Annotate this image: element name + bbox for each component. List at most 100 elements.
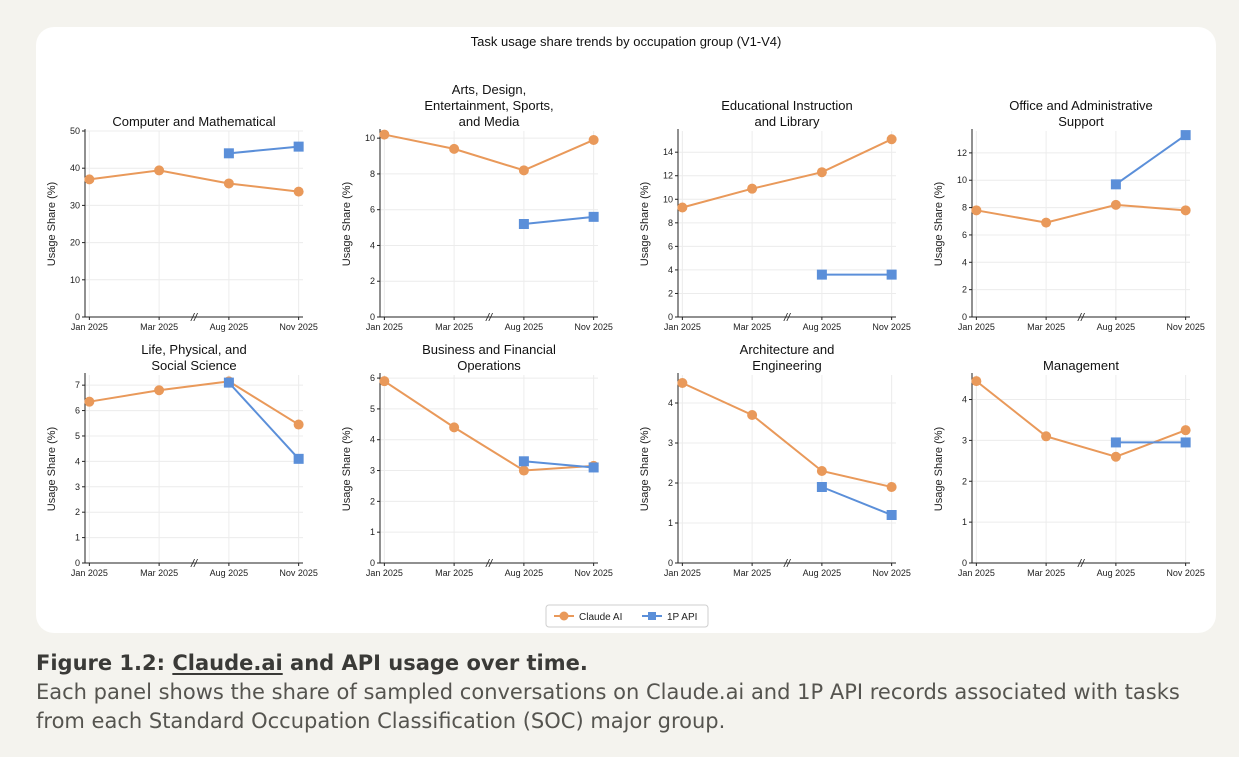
claude-ai-point [1041,217,1052,228]
x-tick-label: Jan 2025 [71,568,108,578]
series-line-claude-ai [681,382,892,488]
panel-6: 0 1 2 3 4 5 6 Jan 2025 Mar 2025 Aug 2025 Nov 2025 /… [341,342,613,578]
api-point [1110,437,1121,448]
y-tick-label: 0 [668,312,673,322]
claude-ai-point [84,174,95,185]
charts-canvas: Task usage share trends by occupation gr… [46,34,1205,628]
y-axis-label: Usage Share (%) [933,427,945,511]
y-tick-label: 3 [370,466,375,476]
series-line-claude-ai [682,138,893,209]
claude-ai-point [518,165,529,176]
y-axis-label: Usage Share (%) [341,427,353,511]
y-axis-label: Usage Share (%) [46,427,58,511]
api-point [518,456,529,467]
api-point [1180,130,1191,141]
x-tick-label: Mar 2025 [435,322,473,332]
panel-3: 0 2 4 6 8 10 12 14 Jan 2025 Mar 2025 Aug 2025 Nov 2… [639,98,911,332]
y-tick-label: 3 [962,435,967,445]
claude-ai-point [588,134,599,145]
y-tick-label: 6 [75,406,80,416]
claude-ai-point [154,385,165,396]
panel-title: Architecture and [740,342,835,357]
x-tick-label: Mar 2025 [140,568,178,578]
y-tick-label: 4 [668,398,673,408]
api-point [1110,179,1121,190]
y-tick-label: 0 [962,312,967,322]
y-tick-label: 3 [75,482,80,492]
series-line-claude-ai [384,133,595,172]
y-tick-label: 14 [663,147,673,157]
x-tick-label: Aug 2025 [505,568,544,578]
panel-4: 0 2 4 6 8 10 12 Jan 2025 Mar 2025 Aug 2025 Nov 202… [933,98,1205,332]
panel-title: Engineering [752,358,821,373]
y-tick-label: 1 [668,518,673,528]
panel-8: 0 1 2 3 4 Jan 2025 Mar 2025 Aug 2025 Nov 2025 // U… [933,358,1205,578]
series-line-api [523,460,594,469]
panel-title: Office and Administrative [1009,98,1153,113]
y-axis-label: Usage Share (%) [639,427,651,511]
x-tick-label: Mar 2025 [435,568,473,578]
panel-5: 0 1 2 3 4 5 6 7 Jan 2025 Mar 2025 Aug 2025 Nov 2025… [46,342,318,578]
x-tick-label: Nov 2025 [872,322,911,332]
y-tick-label: 20 [70,238,80,248]
api-point [588,462,599,473]
claude-ai-point [886,482,897,492]
y-tick-label: 5 [75,431,80,441]
axis-break-marker: // [190,558,198,570]
panel-1: 0 10 20 30 40 50 Jan 2025 Mar 2025 Aug 2025 Nov 2… [46,114,318,332]
caption-suffix: and API usage over time. [282,651,588,675]
series-line-api [228,145,299,155]
claude-ai-point [747,410,758,420]
series-line-claude-ai [89,169,299,193]
y-tick-label: 0 [75,558,80,568]
api-point [518,219,529,229]
x-tick-label: Mar 2025 [1027,322,1065,332]
y-tick-label: 4 [75,456,80,466]
claude-ai-point [1180,425,1191,436]
claude-ai-point [816,167,827,178]
panel-title: Life, Physical, and [141,342,247,357]
x-tick-label: Nov 2025 [279,322,318,332]
y-tick-label: 1 [962,517,967,527]
claude-ai-point [293,186,304,197]
api-point [223,377,234,388]
y-tick-label: 6 [962,230,967,240]
y-tick-label: 0 [370,558,375,568]
claude-ai-point [518,465,529,476]
x-tick-label: Jan 2025 [71,322,108,332]
y-tick-label: 30 [70,200,80,210]
claude-ai-point [1180,205,1191,216]
x-tick-label: Mar 2025 [1027,568,1065,578]
x-tick-label: Jan 2025 [366,568,403,578]
series-line-api [228,381,300,460]
panel-title: Computer and Mathematical [112,114,275,129]
y-tick-label: 0 [668,558,673,568]
x-tick-label: Nov 2025 [279,568,318,578]
axis-break-marker: // [190,312,198,324]
caption-link[interactable]: Claude.ai [172,651,283,675]
x-tick-label: Nov 2025 [872,568,911,578]
panel-title: Educational Instruction [721,98,853,113]
claude-ai-point [747,183,758,194]
claude-ai-point [84,396,95,407]
y-axis-label: Usage Share (%) [639,182,651,266]
y-tick-label: 1 [75,533,80,543]
series-line-api [1115,134,1187,186]
y-axis-label: Usage Share (%) [341,182,353,266]
legend-marker-api [648,612,656,620]
claude-ai-point [1110,199,1121,210]
y-tick-label: 3 [668,438,673,448]
x-tick-label: Aug 2025 [210,322,249,332]
panel-title: Entertainment, Sports, [424,98,553,113]
api-point [886,510,897,520]
api-point [816,482,827,492]
series-line-api [523,215,594,225]
panel-title: and Media [459,114,520,129]
legend-marker-claude-ai [559,611,569,621]
api-point [886,269,897,280]
claude-ai-point [223,178,234,189]
axis-break-marker: // [783,558,791,570]
y-tick-label: 2 [668,288,673,298]
x-tick-label: Aug 2025 [1097,568,1136,578]
